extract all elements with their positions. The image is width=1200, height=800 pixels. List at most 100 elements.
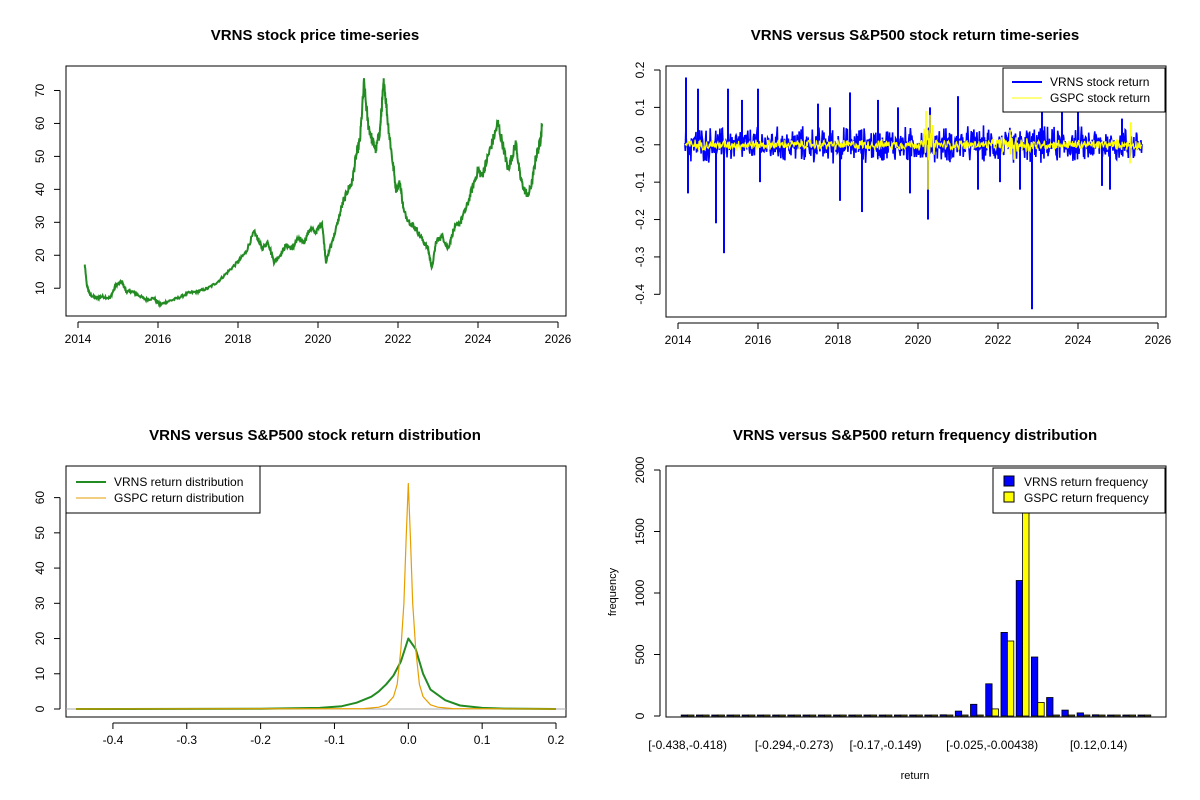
price-y-tick-label: 60 (33, 116, 47, 130)
legend-label-gspc: GSPC return distribution (114, 491, 244, 505)
price-line (83, 78, 543, 309)
gspc-frequency-bar (1083, 714, 1091, 717)
return-ts-x-tick-label: 2024 (1065, 333, 1092, 347)
price-axes: 2014 2016 2018 2020 2022 2024 2026 10 20 30 40 50 60… (33, 83, 572, 346)
frequency-xlabel: return (901, 770, 930, 782)
gspc-frequency-bar (885, 714, 893, 717)
vrns-frequency-bar (939, 714, 947, 717)
legend-box (65, 465, 261, 514)
frequency-y-tick-label: 0 (633, 712, 647, 719)
price-x-tick-label: 2020 (305, 332, 332, 346)
return-timeseries-axes: 2014 2016 2018 2020 2022 2024 2026 -0.4 -0.3 -0.2… (633, 61, 1172, 347)
gspc-density-line (75, 482, 557, 710)
return-distribution-plot-box (65, 465, 567, 718)
frequency-y-tick-label: 1500 (633, 518, 647, 545)
vrns-frequency-bar (1137, 714, 1145, 717)
distribution-y-tick-label: 50 (33, 526, 47, 540)
frequency-bin-label: [0.12,0.14) (1070, 738, 1127, 752)
gspc-frequency-bar (961, 714, 969, 717)
distribution-x-tick-label: 0.2 (548, 733, 565, 747)
vrns-frequency-bar (985, 683, 993, 717)
frequency-chart-title: VRNS versus S&P500 return frequency dist… (733, 427, 1097, 444)
vrns-frequency-bar (894, 714, 902, 717)
return-ts-x-tick-label: 2026 (1145, 333, 1172, 347)
gspc-frequency-bar (687, 714, 695, 717)
vrns-frequency-bar (680, 714, 689, 717)
gspc-frequency-bar (1128, 714, 1136, 717)
gspc-return-line (684, 124, 1143, 161)
gspc-frequency-bar (1144, 714, 1152, 717)
vrns-frequency-bar (817, 714, 826, 717)
vrns-frequency-bar (1031, 656, 1039, 717)
return-ts-y-tick-label: -0.3 (633, 246, 647, 267)
distribution-y-tick-label: 20 (33, 632, 47, 646)
gspc-frequency-bar (717, 714, 725, 717)
frequency-bin-label: [-0.025,-0.00438) (946, 738, 1038, 752)
distribution-y-tick-label: 0 (33, 705, 47, 712)
vrns-frequency-bar (1122, 714, 1130, 717)
price-series (83, 78, 543, 309)
price-x-tick-label: 2026 (545, 332, 572, 346)
distribution-x-tick-label: -0.3 (176, 733, 197, 747)
frequency-plot-box (665, 465, 1167, 718)
gspc-frequency-bar (793, 714, 802, 717)
price-y-tick-label: 50 (33, 149, 47, 163)
vrns-frequency-bar (726, 714, 734, 717)
distribution-x-tick-label: -0.2 (250, 733, 271, 747)
legend-box (1002, 67, 1166, 113)
gspc-frequency-bar (809, 714, 817, 717)
gspc-frequency-bar (869, 714, 878, 717)
frequency-y-tick-label: 2000 (633, 456, 647, 483)
price-y-tick-label: 20 (33, 248, 47, 262)
gspc-frequency-bar (1037, 702, 1045, 717)
gspc-frequency-bar (824, 714, 832, 717)
price-x-tick-label: 2014 (65, 332, 92, 346)
vrns-frequency-bar (696, 714, 704, 717)
vrns-frequency-bar (711, 714, 719, 717)
return-ts-x-tick-label: 2022 (985, 333, 1012, 347)
gspc-frequency-bar (854, 714, 862, 717)
vrns-frequency-bar (863, 714, 871, 717)
distribution-x-tick-label: 0.1 (474, 733, 491, 747)
frequency-bin-label: [-0.17,-0.149) (850, 738, 922, 752)
frequency-legend: VRNS return frequency GSPC return freque… (992, 467, 1166, 514)
vrns-frequency-bar (1091, 714, 1100, 717)
return-ts-y-tick-label: -0.2 (633, 209, 647, 230)
frequency-y-tick-label: 500 (633, 644, 647, 664)
frequency-ylabel: frequency (607, 567, 619, 616)
distribution-y-tick-label: 30 (33, 596, 47, 610)
vrns-frequency-bar (1076, 712, 1084, 717)
return-timeseries-plot-box (665, 65, 1167, 318)
return-distribution-title: VRNS versus S&P500 stock return distribu… (149, 427, 481, 444)
price-x-tick-label: 2024 (465, 332, 492, 346)
return-ts-y-tick-label: 0.2 (633, 61, 647, 78)
vrns-frequency-bar (1046, 697, 1054, 717)
legend-box (992, 467, 1166, 514)
price-y-tick-label: 30 (33, 215, 47, 229)
return-ts-x-tick-label: 2016 (745, 333, 772, 347)
legend-label-gspc: GSPC return frequency (1024, 491, 1149, 505)
distribution-y-tick-label: 40 (33, 561, 47, 575)
return-timeseries-series (684, 77, 1143, 310)
gspc-frequency-bar (915, 714, 923, 717)
return-ts-x-tick-label: 2020 (905, 333, 932, 347)
frequency-chart: VRNS versus S&P500 return frequency dist… (607, 427, 1167, 782)
legend-label-vrns: VRNS return frequency (1024, 475, 1148, 489)
distribution-x-tick-label: -0.4 (103, 733, 124, 747)
price-y-tick-label: 40 (33, 182, 47, 196)
price-chart: VRNS stock price time-series 2014 2016 201… (33, 27, 572, 346)
price-chart-title: VRNS stock price time-series (211, 27, 419, 44)
gspc-frequency-bar (763, 714, 771, 717)
vrns-frequency-bar (1000, 632, 1008, 717)
return-ts-y-tick-label: 0.0 (633, 136, 647, 153)
frequency-bars (680, 475, 1152, 717)
return-ts-y-tick-label: -0.4 (633, 284, 647, 305)
vrns-frequency-bar (848, 714, 856, 717)
vrns-frequency-bar (924, 714, 932, 717)
distribution-x-tick-label: -0.1 (324, 733, 345, 747)
price-x-tick-label: 2016 (145, 332, 172, 346)
vrns-frequency-bar (954, 710, 963, 717)
return-ts-y-tick-label: -0.1 (633, 171, 647, 192)
price-y-tick-label: 70 (33, 83, 47, 97)
